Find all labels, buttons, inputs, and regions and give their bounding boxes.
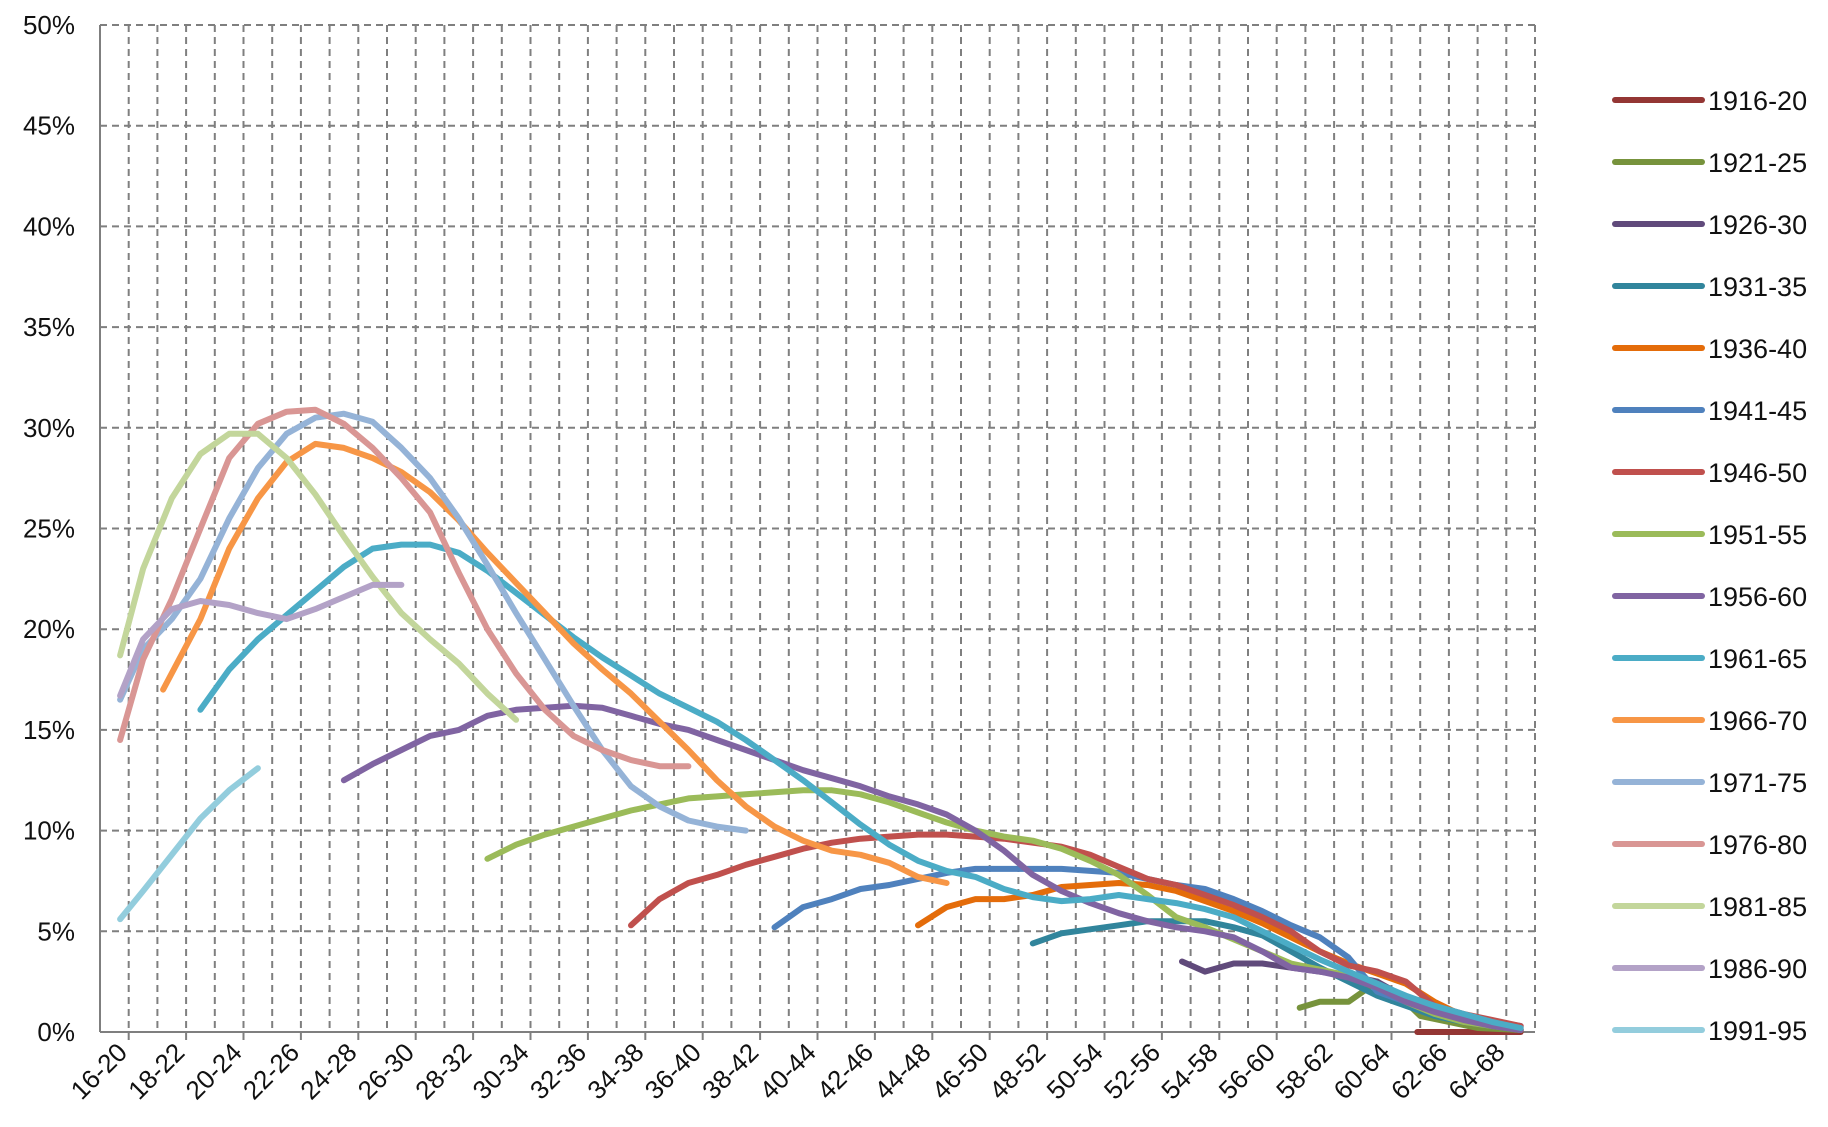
y-tick-label: 35% bbox=[23, 312, 75, 342]
x-tick-label: 56-60 bbox=[1213, 1037, 1281, 1105]
y-tick-label: 50% bbox=[23, 10, 75, 40]
y-tick-label: 5% bbox=[37, 916, 75, 946]
x-tick-label: 26-30 bbox=[352, 1037, 420, 1105]
series-line-1981-85 bbox=[117, 430, 520, 723]
series-line-1966-70 bbox=[160, 440, 950, 886]
series-line-1951-55 bbox=[484, 787, 1524, 1033]
legend-label: 1956-60 bbox=[1708, 582, 1807, 612]
series-line-1971-75 bbox=[117, 410, 749, 834]
series-line-1946-50 bbox=[628, 831, 1524, 1029]
legend-label: 1961-65 bbox=[1708, 644, 1807, 674]
legend-label: 1936-40 bbox=[1708, 334, 1807, 364]
gridlines bbox=[100, 24, 1536, 1033]
x-tick-label: 52-56 bbox=[1098, 1037, 1166, 1105]
x-tick-label: 16-20 bbox=[65, 1037, 133, 1105]
y-tick-label: 45% bbox=[23, 111, 75, 141]
x-tick-label: 22-26 bbox=[237, 1037, 305, 1105]
legend-label: 1941-45 bbox=[1708, 396, 1807, 426]
series-line-1961-65 bbox=[197, 541, 1524, 1031]
x-tick-label: 38-42 bbox=[696, 1037, 764, 1105]
x-tick-label: 64-68 bbox=[1442, 1037, 1510, 1105]
x-tick-label: 32-36 bbox=[524, 1037, 592, 1105]
x-tick-label: 48-52 bbox=[983, 1037, 1051, 1105]
legend-label: 1991-95 bbox=[1708, 1016, 1807, 1046]
x-tick-label: 46-50 bbox=[926, 1037, 994, 1105]
legend-label: 1986-90 bbox=[1708, 954, 1807, 984]
x-tick-label: 24-28 bbox=[294, 1037, 362, 1105]
x-tick-label: 20-24 bbox=[180, 1037, 248, 1105]
y-tick-label: 15% bbox=[23, 715, 75, 745]
series-lines bbox=[117, 406, 1524, 1035]
legend-label: 1966-70 bbox=[1708, 706, 1807, 736]
x-tick-label: 44-48 bbox=[868, 1037, 936, 1105]
y-tick-label: 30% bbox=[23, 413, 75, 443]
legend-label: 1926-30 bbox=[1708, 210, 1807, 240]
x-tick-label: 42-46 bbox=[811, 1037, 879, 1105]
legend-label: 1951-55 bbox=[1708, 520, 1807, 550]
x-tick-label: 60-64 bbox=[1328, 1037, 1396, 1105]
x-tick-label: 36-40 bbox=[639, 1037, 707, 1105]
legend-label: 1981-85 bbox=[1708, 892, 1807, 922]
y-tick-label: 0% bbox=[37, 1017, 75, 1047]
x-tick-label: 62-66 bbox=[1385, 1037, 1453, 1105]
legend-label: 1916-20 bbox=[1708, 86, 1807, 116]
x-tick-label: 54-58 bbox=[1155, 1037, 1223, 1105]
x-tick-label: 34-38 bbox=[581, 1037, 649, 1105]
legend-label: 1971-75 bbox=[1708, 768, 1807, 798]
legend-label: 1976-80 bbox=[1708, 830, 1807, 860]
series-line-1976-80 bbox=[117, 406, 692, 770]
legend-label: 1931-35 bbox=[1708, 272, 1807, 302]
x-tick-label: 50-54 bbox=[1041, 1037, 1109, 1105]
x-tick-label: 40-44 bbox=[754, 1037, 822, 1105]
x-tick-label: 58-62 bbox=[1270, 1037, 1338, 1105]
series-line-1986-90 bbox=[117, 581, 405, 699]
x-tick-label: 18-22 bbox=[122, 1037, 190, 1105]
y-tick-label: 40% bbox=[23, 211, 75, 241]
x-tick-label: 30-34 bbox=[467, 1037, 535, 1105]
y-tick-label: 20% bbox=[23, 614, 75, 644]
legend: 1916-20 1921-25 1926-30 1931-35 1936-40 1941-… bbox=[1612, 86, 1807, 1046]
y-tick-label: 10% bbox=[23, 816, 75, 846]
legend-label: 1946-50 bbox=[1708, 458, 1807, 488]
legend-label: 1921-25 bbox=[1708, 148, 1807, 178]
y-tick-label: 25% bbox=[23, 514, 75, 544]
series-line-1991-95 bbox=[117, 765, 261, 923]
x-tick-label: 28-32 bbox=[409, 1037, 477, 1105]
